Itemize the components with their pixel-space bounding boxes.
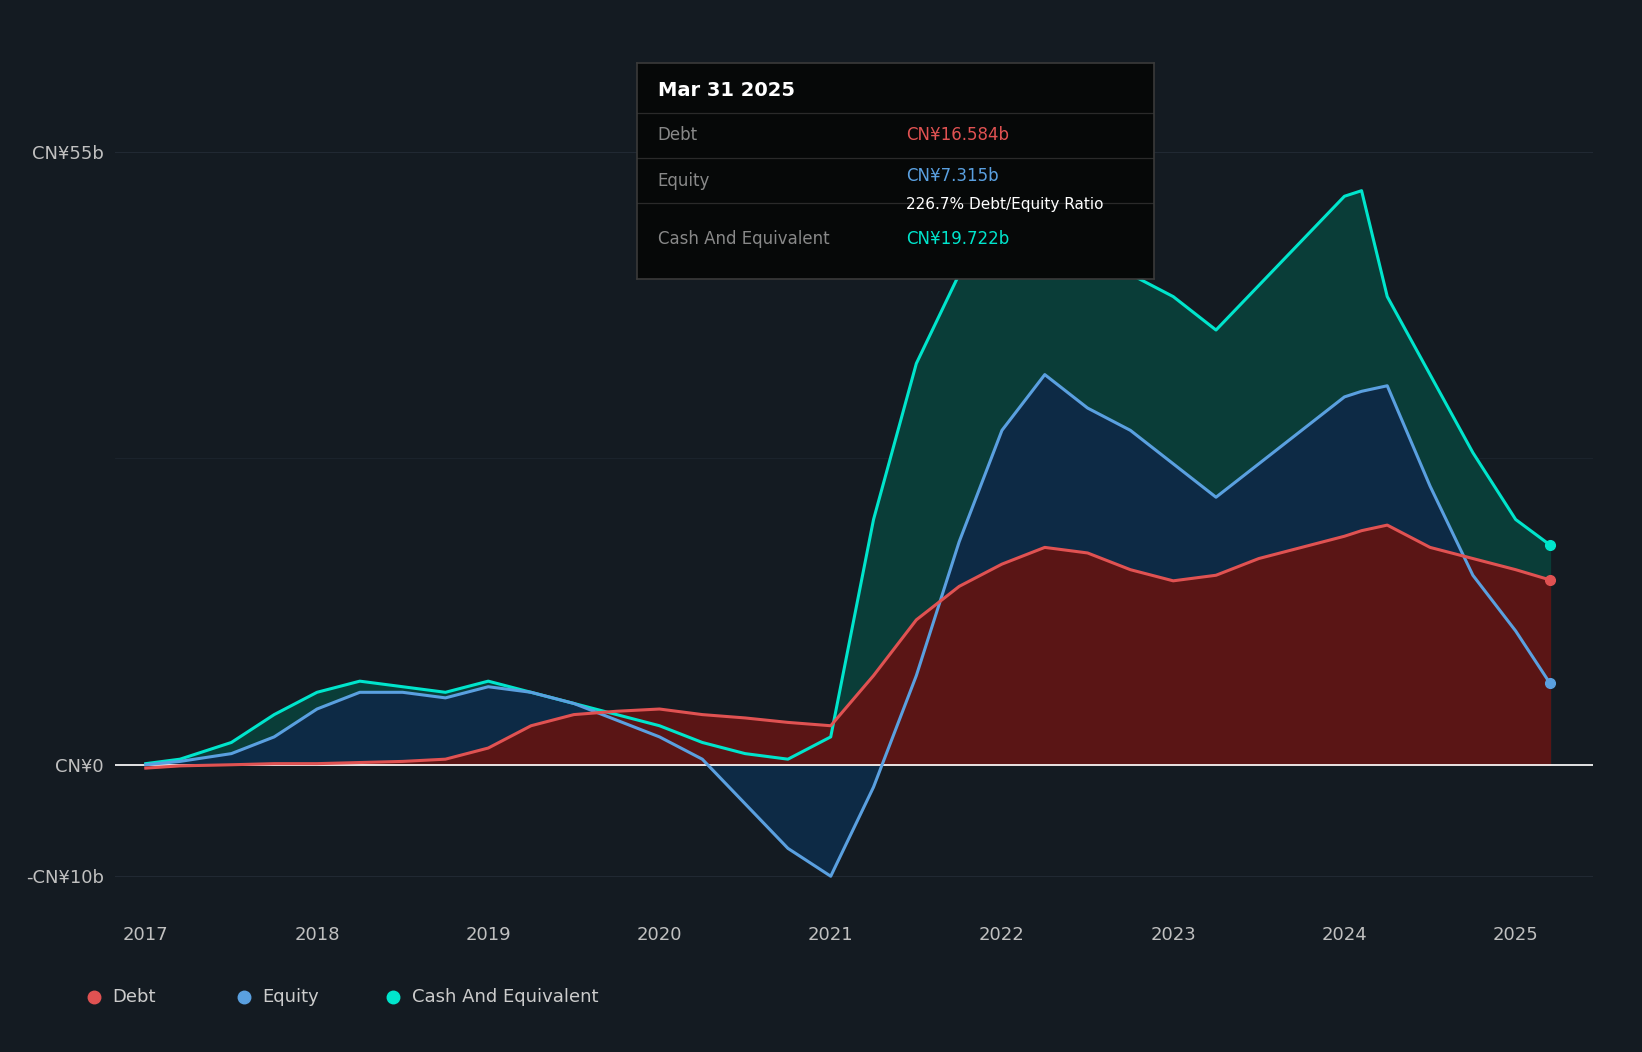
- Text: CN¥7.315b: CN¥7.315b: [906, 167, 998, 185]
- Text: Equity: Equity: [658, 171, 709, 189]
- Text: CN¥19.722b: CN¥19.722b: [906, 230, 1010, 248]
- Text: CN¥16.584b: CN¥16.584b: [906, 126, 1010, 144]
- Text: Cash And Equivalent: Cash And Equivalent: [658, 230, 829, 248]
- Text: Cash And Equivalent: Cash And Equivalent: [412, 988, 598, 1006]
- Text: Debt: Debt: [658, 126, 698, 144]
- Text: Equity: Equity: [263, 988, 319, 1006]
- Text: 226.7% Debt/Equity Ratio: 226.7% Debt/Equity Ratio: [906, 197, 1103, 211]
- Text: Mar 31 2025: Mar 31 2025: [658, 81, 795, 100]
- Text: Debt: Debt: [112, 988, 156, 1006]
